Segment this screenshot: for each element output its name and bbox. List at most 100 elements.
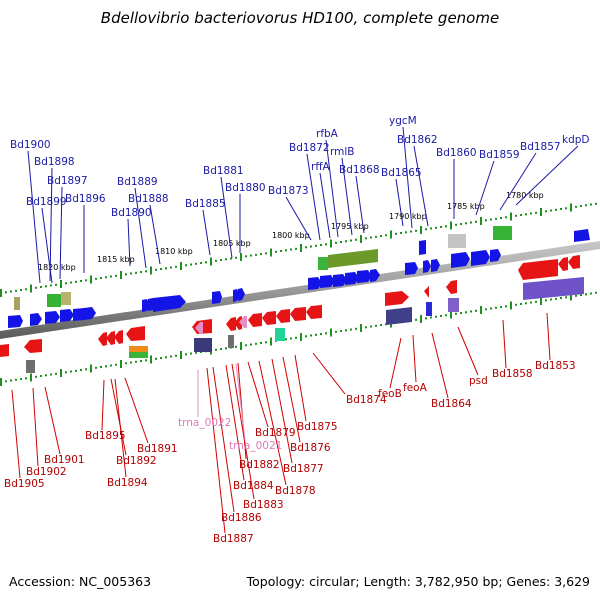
ruler-dot [415,318,417,321]
leader-line-forward [49,167,53,282]
ruler-dot [185,264,187,267]
ruler-dot [130,361,132,364]
ruler-dot [495,217,497,220]
ruler-dot [215,348,217,351]
ruler-tick [330,239,332,248]
ruler-dot [290,248,292,251]
gene-label-Bd1858: Bd1858 [492,368,533,380]
ruler-dot [160,357,162,359]
leader-line-forward [341,157,353,236]
ruler-dot [215,259,217,262]
block-green-3 [493,226,512,240]
ruler-dot [525,302,527,305]
ruler-dot [295,336,297,339]
ruler-dot [395,232,397,235]
ruler-dot [15,289,17,292]
ruler-dot [220,348,222,350]
ruler-dot [105,276,107,279]
ruler-dot [460,223,462,225]
ruler-label-1815: 1815 kbp [97,255,135,264]
ruler-dot [65,371,67,374]
map-title: Bdellovibrio bacteriovorus HD100, comple… [101,9,499,27]
gene-label-Bd1857: Bd1857 [520,141,561,153]
leader-line-forward [395,178,404,227]
ruler-tick [300,244,302,252]
ruler-tick [0,289,2,297]
leader-line-forward [355,175,365,234]
leader-line-reverse [225,364,245,481]
ruler-dot [165,267,167,270]
leader-line-forward [134,187,147,269]
ruler-dot [520,214,522,216]
ruler-tick [330,328,332,337]
ruler-dot [45,285,47,288]
block-tan-1 [61,292,71,305]
ruler-dot [5,380,7,383]
ruler-tick [420,226,422,234]
ruler-tick [30,284,32,293]
ruler-tick [180,351,182,359]
gene-label-Bd1895: Bd1895 [85,430,126,442]
ruler-tick [360,235,362,243]
ruler-dot [495,306,497,309]
ruler-dot [355,327,357,330]
ruler-dot [55,283,57,286]
leader-line-reverse [44,386,61,455]
ruler-dot [225,347,227,350]
accession-text: Accession: NC_005363 [9,574,151,589]
gene-label-Bd1859: Bd1859 [479,149,520,161]
gene-label-Bd1899: Bd1899 [26,196,67,208]
trna-feature [195,322,203,334]
ruler-dot [95,366,97,369]
gene-label-Bd1902: Bd1902 [26,466,67,478]
block-orange [129,346,148,352]
ruler-dot [260,342,262,344]
block-grey-3 [26,360,35,373]
block-violet-1 [448,298,459,312]
ruler-dot [340,330,342,332]
gene-label-Bd1882: Bd1882 [239,459,280,471]
block-teal [275,328,285,341]
leader-line-forward [515,145,579,206]
ruler-dot [65,282,67,285]
gene-label-Bd1888: Bd1888 [128,193,169,205]
gene-label-Bd1877: Bd1877 [283,463,324,475]
ruler-dot [170,355,172,358]
ruler-label-1820: 1820 kbp [38,263,76,272]
leader-line-reverse [32,387,39,467]
ruler-tick [60,369,62,377]
ruler-dot [440,226,442,228]
gene-label-Bd1872: Bd1872 [289,142,330,154]
ruler-dot [575,294,577,297]
ruler-dot [475,309,477,312]
ruler-dot [35,375,37,378]
ruler-tick [450,221,452,230]
ruler-dot [370,325,372,328]
ruler-dot [500,217,502,219]
ruler-dot [35,286,37,289]
ruler-dot [250,254,252,257]
leader-line-forward [319,172,331,239]
ruler-dot [85,279,87,282]
ruler-dot [140,360,142,362]
trna-label-0022: trna_0022 [178,417,231,429]
ruler-dot [530,301,532,304]
leader-line-reverse [124,377,149,444]
leader-line-forward [325,139,339,238]
ruler-dot [245,255,247,258]
ruler-label-1810: 1810 kbp [155,247,193,256]
ruler-dot [325,243,327,246]
ruler-dot [155,268,157,271]
ruler-dot [335,241,337,244]
ruler-dot [80,369,82,371]
ruler-dot [95,277,97,280]
ruler-dot [175,354,177,357]
gene-features [0,226,590,373]
ruler-dot [280,250,282,252]
ruler-dot [5,291,7,294]
gene-label-Bd1873: Bd1873 [268,185,309,197]
leader-line-reverse [114,378,127,478]
ruler-tick [510,212,512,221]
ruler-dot [310,334,312,337]
genome-backbone [0,241,600,339]
